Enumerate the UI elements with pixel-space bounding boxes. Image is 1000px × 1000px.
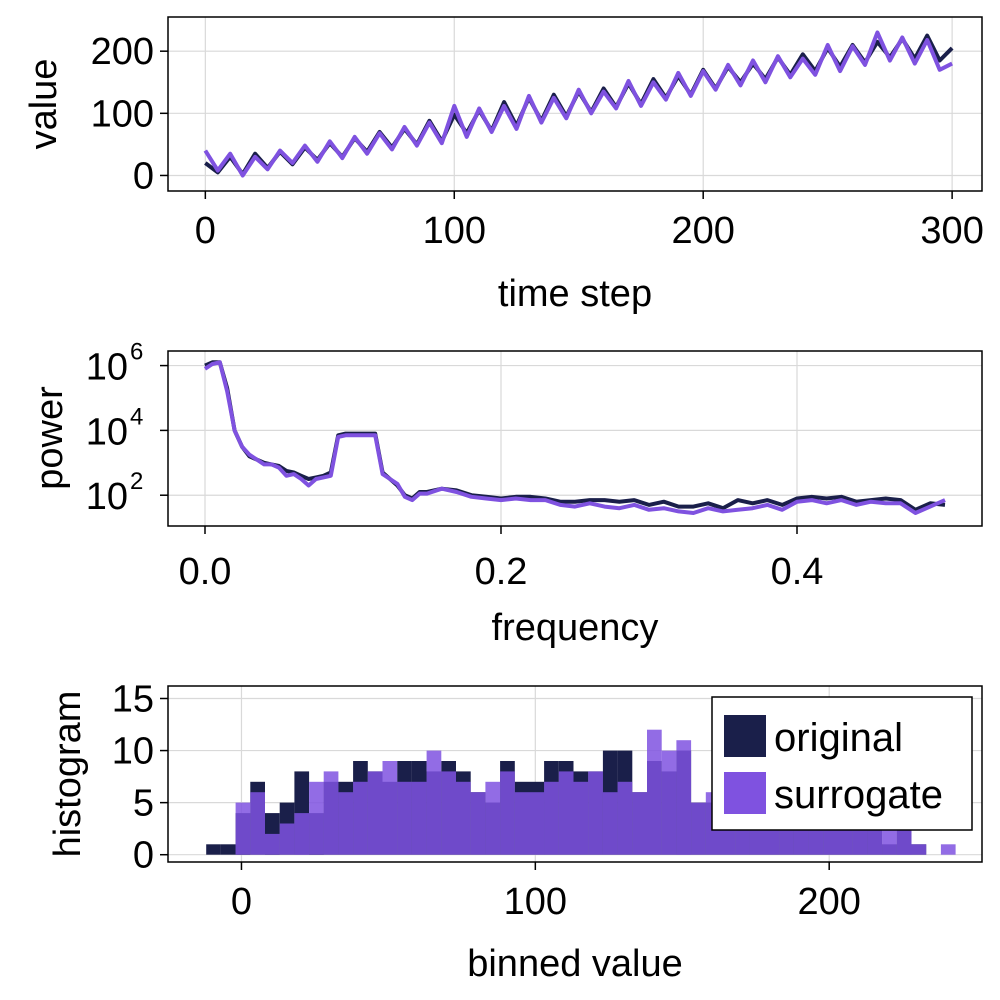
time-series-xtick-label: 300 [920,210,983,252]
spectrum-xtick-label: 0.2 [475,551,528,593]
spectrum-xtick-label: 0.4 [771,551,824,593]
histogram-frame [167,685,983,863]
legend-swatch-surrogate [724,772,766,814]
histogram-bar-surrogate [691,802,706,855]
histogram-bar-surrogate [514,792,530,855]
histogram-xtick-label: 0 [231,881,252,923]
histogram-bar-surrogate [588,771,603,855]
spectrum-line-surrogate [203,360,946,515]
histogram-bar-surrogate [544,781,559,855]
histogram-bar-surrogate [647,729,662,855]
time-series-line-surrogate [203,30,953,178]
histogram-ytick-label: 10 [112,731,154,773]
time-series-xtick-label: 0 [195,210,216,252]
histogram-bar-surrogate [353,781,368,855]
legend-label-original: original [774,716,903,760]
time-series-xtick-label: 200 [671,210,734,252]
spectrum-xtick-label: 0.0 [179,551,232,593]
histogram-bar-surrogate [470,792,486,855]
histogram-bar-surrogate [602,792,618,855]
histogram-bar-surrogate [529,792,545,855]
histogram-bar-surrogate [397,781,412,855]
spectrum-ytick-base: 10 [86,476,128,518]
time-series-panel: 0 100 200 300 0 100 200 [91,16,984,252]
spectrum-ytick-base: 10 [86,347,128,389]
histogram-bar-surrogate [485,781,501,855]
histogram-xlabel: binned value [467,943,683,985]
time-series-xlabel: time step [498,273,652,315]
spectrum-frame [167,350,983,527]
histogram-ytick-label: 0 [133,835,154,877]
histogram-bar-surrogate [676,740,692,855]
histogram-ytick-label: 15 [112,678,154,720]
histogram-bar-surrogate [940,844,956,855]
legend-label-surrogate: surrogate [774,773,943,817]
histogram-ytick-label: 5 [133,783,154,825]
histogram-bar-surrogate [265,833,280,855]
histogram-bar-original [220,844,236,855]
histogram-bar-surrogate [558,771,574,855]
histogram-bar-surrogate [661,750,677,855]
time-series-ytick-label: 0 [133,155,154,197]
histogram-bar-surrogate [323,771,339,855]
spectrum-ytick-exponent: 4 [130,403,143,430]
spectrum-line-original [204,360,946,512]
histogram-bar-surrogate [367,771,383,855]
histogram-bar-surrogate [382,761,398,855]
histogram-bar-surrogate [250,792,265,855]
histogram-bar-surrogate [235,802,251,855]
legend: original surrogate [711,696,973,831]
time-series-frame [167,16,983,192]
histogram-bar-original [206,844,221,855]
histogram-bar-surrogate [632,792,647,855]
legend-swatch-original [724,715,766,757]
spectrum-ytick-exponent: 2 [130,468,143,495]
time-series-ytick-label: 100 [91,93,154,135]
histogram-bar-surrogate [294,813,310,855]
histogram-bar-surrogate [911,844,927,855]
histogram-bar-surrogate [617,781,633,855]
time-series-line-original [204,33,954,177]
spectrum-ytick-exponent: 6 [130,339,143,366]
histogram-bar-surrogate [573,781,589,855]
histogram-bar-surrogate [456,781,471,855]
histogram-bar-surrogate [500,771,515,855]
histogram-bar-surrogate [411,781,427,855]
histogram-xtick-label: 200 [797,881,860,923]
histogram-ylabel: histogram [47,691,89,858]
histogram-bar-surrogate [338,792,354,855]
spectrum-ytick-base: 10 [86,411,128,453]
histogram-bar-surrogate [441,771,456,855]
time-series-ylabel: value [23,59,65,150]
time-series-xtick-label: 100 [423,210,486,252]
histogram-xtick-label: 100 [504,881,567,923]
histogram-bar-surrogate [279,823,295,855]
time-series-ytick-label: 200 [91,31,154,73]
histogram-bar-surrogate [309,781,324,855]
spectrum-xlabel: frequency [492,607,659,649]
spectrum-ylabel: power [29,386,71,490]
histogram-bar-surrogate [426,750,442,855]
